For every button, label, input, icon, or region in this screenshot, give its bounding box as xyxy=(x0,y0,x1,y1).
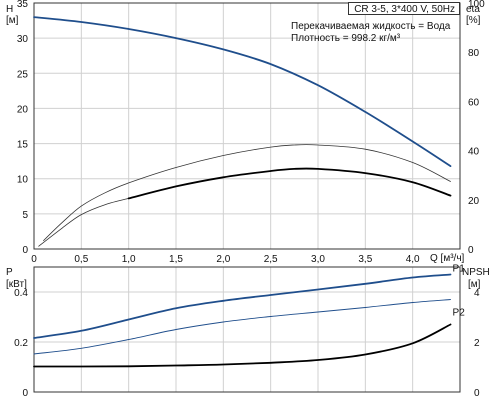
series-line-npsh xyxy=(33,323,452,368)
npsh-tick-label: 4 xyxy=(474,288,480,299)
npsh-tick-label: 0 xyxy=(474,388,480,399)
head-tick-label: 25 xyxy=(17,69,29,80)
flow-axis-label: Q [м³/ч] xyxy=(430,253,465,264)
series-line-p2 xyxy=(33,299,451,355)
head-axis-unit: [м] xyxy=(6,15,19,26)
flow-tick-label: 1,5 xyxy=(169,254,183,265)
bottom-plot-frame xyxy=(33,266,461,393)
power-axis-title: P xyxy=(6,267,13,278)
head-tick-label: 30 xyxy=(17,34,29,45)
series-line-p1 xyxy=(33,273,452,339)
eta-tick-label: 100 xyxy=(468,0,485,10)
series-line-eta xyxy=(127,167,452,200)
flow-tick-label: 4,0 xyxy=(406,254,420,265)
head-tick-label: 15 xyxy=(17,140,29,151)
eta-tick-label: 20 xyxy=(468,196,480,207)
series-line-head xyxy=(33,16,452,167)
flow-tick-label: 2,0 xyxy=(216,254,230,265)
eta-tick-label: 0 xyxy=(468,245,474,256)
top-plot-frame xyxy=(33,2,461,250)
liquid-note: Перекачиваемая жидкость = Вода xyxy=(291,21,451,32)
head-tick-label: 10 xyxy=(17,175,29,186)
npsh-tick-label: 2 xyxy=(474,338,480,349)
head-tick-label: 20 xyxy=(17,104,29,115)
flow-tick-label: 1,0 xyxy=(122,254,136,265)
flow-tick-label: 3,0 xyxy=(311,254,325,265)
density-note: Плотность = 998.2 кг/м³ xyxy=(291,33,401,44)
npsh-axis-title: NPSH xyxy=(462,267,490,278)
eta-tick-label: 40 xyxy=(468,147,480,158)
eta-tick-label: 60 xyxy=(468,97,480,108)
head-tick-label: 35 xyxy=(17,0,29,10)
head-tick-label: 5 xyxy=(22,210,28,221)
series-label-p2: P2 xyxy=(453,308,466,319)
eta-axis-title: eta xyxy=(466,4,480,15)
power-tick-label: 0.2 xyxy=(14,338,28,349)
power-tick-label: 0 xyxy=(22,388,28,399)
flow-tick-label: 0 xyxy=(31,254,37,265)
flow-tick-label: 2,5 xyxy=(264,254,278,265)
npsh-axis-unit: [м] xyxy=(468,279,481,290)
series-label-p1: P1 xyxy=(453,264,466,275)
flow-tick-label: 3,5 xyxy=(358,254,372,265)
flow-tick-label: 0,5 xyxy=(74,254,88,265)
head-axis-title: H xyxy=(6,4,14,15)
power-axis-unit: [кВт] xyxy=(6,279,27,290)
eta-tick-label: 80 xyxy=(468,48,480,59)
eta-axis-unit: [%] xyxy=(466,15,481,26)
series-line-eta_lower_thin xyxy=(38,198,130,247)
head-tick-label: 0 xyxy=(22,245,28,256)
pump-model-label: CR 3-5, 3*400 V, 50Hz xyxy=(348,2,460,15)
series-line-eta_thin xyxy=(43,144,451,241)
power-tick-label: 0.4 xyxy=(14,288,28,299)
